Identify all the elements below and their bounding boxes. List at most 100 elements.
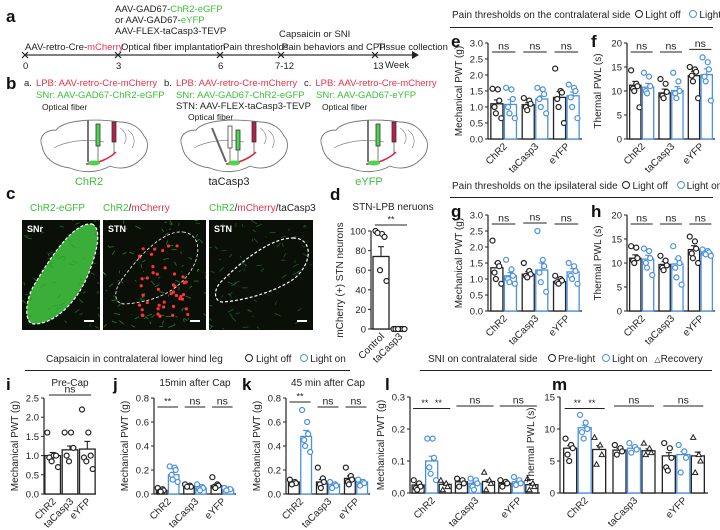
data-point <box>543 110 550 117</box>
mcherry-neuron <box>140 313 144 317</box>
x-tick-label: eYFP <box>681 141 707 167</box>
x-tick-label: eYFP <box>664 495 690 521</box>
fiber-signal <box>189 285 193 289</box>
significance-label: ns <box>322 396 333 408</box>
data-point <box>63 452 70 459</box>
section-divider-contra <box>450 27 713 28</box>
y-tick-label: 0.8 <box>136 394 149 405</box>
fiber-signal <box>25 237 32 240</box>
legend-light-on-label: Light on <box>612 354 648 365</box>
y-tick-label: 5 <box>617 111 622 122</box>
micrograph-content <box>103 220 206 328</box>
fiber-signal <box>155 284 160 288</box>
y-tick-label: 0.2 <box>392 425 405 436</box>
injection-line3: AAV-FLEX-taCasp3-TEVP <box>115 26 227 37</box>
fiber-signal <box>40 283 46 288</box>
data-point <box>317 484 324 492</box>
mcherry-neuron <box>156 287 160 291</box>
micrograph-title-part: / <box>128 203 132 214</box>
fiber-signal <box>281 274 287 279</box>
fiber-signal <box>297 269 302 273</box>
y-axis-label: Mechanical PWT (g) <box>376 400 387 490</box>
mouse-brain-diagram <box>320 119 428 173</box>
data-point <box>560 119 568 127</box>
data-point <box>305 430 312 438</box>
data-point <box>508 86 515 93</box>
fiber-signal <box>159 291 165 293</box>
micrograph-title-part: mCherry <box>237 203 276 214</box>
y-tick-label: 0.2 <box>268 466 281 477</box>
data-point <box>511 115 518 122</box>
significance-label: ** <box>574 398 582 408</box>
data-point <box>467 475 474 482</box>
data-point <box>662 257 669 264</box>
panel-label-c: c <box>6 184 16 203</box>
data-point <box>541 91 548 98</box>
fiber-signal <box>238 269 241 273</box>
y-axis-label: mCherry (+) STN neurons <box>335 222 346 337</box>
panel-label-e: e <box>451 32 461 51</box>
fiber-signal <box>283 252 287 258</box>
injection-line1-virus: ChR2-eGFP <box>170 4 223 15</box>
micrograph-region-label: STN <box>214 224 232 234</box>
fiber-signal <box>97 307 99 310</box>
fiber-signal <box>94 231 98 236</box>
panel-label-h: h <box>591 202 602 221</box>
fiber-signal <box>168 324 175 328</box>
timeline-event-text: Pain behaviors and CPP <box>282 42 386 53</box>
open-circle-black-icon <box>548 354 556 362</box>
fiber-signal <box>64 320 68 324</box>
fiber-signal <box>123 220 125 224</box>
data-point <box>693 245 700 252</box>
x-tick-label: taCasp3 <box>606 495 640 529</box>
significance-label: ns <box>695 213 706 225</box>
data-point <box>565 81 572 88</box>
fiber-signal <box>105 220 107 221</box>
significance-label: ns <box>469 395 480 407</box>
fiber-signal <box>235 223 237 228</box>
data-point <box>87 452 94 459</box>
data-point <box>647 255 654 262</box>
data-point <box>611 441 618 449</box>
fiber-signal <box>187 317 190 320</box>
y-tick-label: 0 <box>550 489 555 500</box>
x-tick-label: ChR2 <box>412 495 438 521</box>
data-point <box>482 486 490 493</box>
significance-label: ns <box>665 41 676 53</box>
data-point <box>539 256 546 263</box>
y-tick-label: 10 <box>544 425 555 436</box>
scheme-group-name: taCasp3 <box>208 176 250 188</box>
data-point <box>394 325 402 333</box>
timeline-tick <box>216 51 224 59</box>
data-point <box>65 458 73 465</box>
x-tick-label: eYFP <box>547 313 573 339</box>
data-point <box>657 75 664 83</box>
y-axis-label: Mechanical PWT (g) <box>252 401 263 491</box>
micrograph-title-part: mCherry <box>131 203 170 214</box>
significance-label: ** <box>164 397 172 407</box>
timeline-week-number: 13 <box>373 61 384 72</box>
data-point <box>508 266 515 273</box>
data-point <box>701 73 708 80</box>
data-point <box>429 435 436 442</box>
x-tick-label: ChR2 <box>484 141 510 167</box>
data-point <box>437 476 445 483</box>
data-point <box>672 90 679 97</box>
timeline-event-label: Optical fiber implantation <box>121 42 226 53</box>
chart-title: 15min after Cap <box>159 378 231 389</box>
data-point <box>506 279 513 286</box>
fiber-signal <box>204 271 206 273</box>
y-tick-label: 20 <box>611 39 622 50</box>
chart-m: 0 5 10 15 Thermal PWL (s) ChR2 taCasp3 eYFP ** **… <box>526 393 708 529</box>
y-tick-label: 0.0 <box>268 490 281 501</box>
fiber-signal <box>181 271 183 273</box>
data-point <box>157 488 164 495</box>
data-point <box>552 272 559 279</box>
data-point <box>498 115 505 122</box>
fiber-signal <box>82 291 86 294</box>
fiber-signal <box>183 317 188 321</box>
data-point <box>664 467 671 474</box>
data-point <box>414 486 421 493</box>
data-point <box>574 115 581 122</box>
